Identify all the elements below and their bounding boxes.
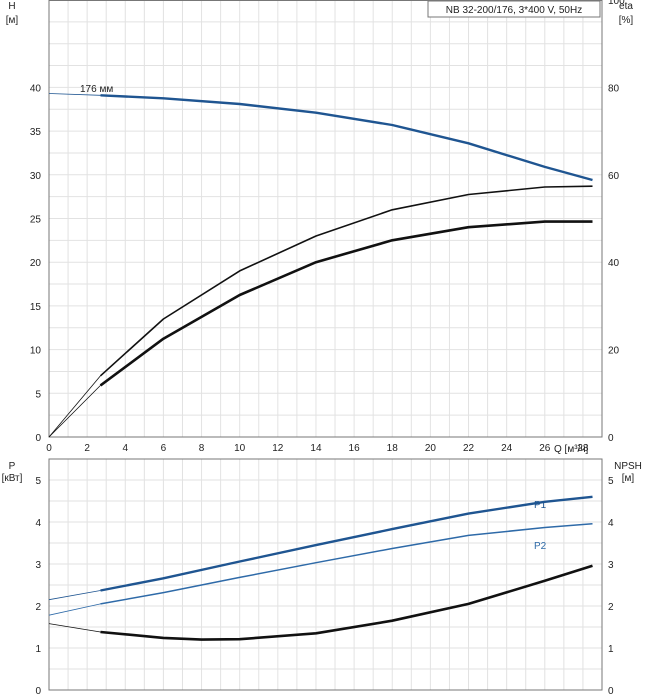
x-tick-label: 4 bbox=[122, 443, 128, 454]
h-tick-label: 20 bbox=[30, 258, 42, 269]
eta-tick-label: 60 bbox=[608, 171, 620, 182]
x-tick-label: 0 bbox=[46, 443, 52, 454]
chart-curves bbox=[48, 93, 593, 641]
npsh-axis-unit: [м] bbox=[622, 473, 635, 484]
x-tick-label: 26 bbox=[539, 443, 551, 454]
h-tick-label: 35 bbox=[30, 127, 42, 138]
npsh-axis-title: NPSH bbox=[614, 461, 642, 472]
p-tick-label: 0 bbox=[35, 686, 41, 697]
h-tick-label: 0 bbox=[35, 433, 41, 444]
x-tick-label: 14 bbox=[310, 443, 322, 454]
p1-curve bbox=[100, 495, 593, 592]
p2-label: P2 bbox=[534, 541, 547, 552]
p-tick-label: 5 bbox=[35, 476, 41, 487]
x-tick-label: 8 bbox=[199, 443, 205, 454]
npsh-curve-extrapolated bbox=[48, 623, 101, 633]
x-tick-label: 12 bbox=[272, 443, 284, 454]
h-tick-label: 25 bbox=[30, 215, 42, 226]
q-axis-title: Q [м³/ч] bbox=[554, 444, 589, 455]
h-axis-unit: [м] bbox=[6, 15, 19, 26]
x-tick-label: 20 bbox=[425, 443, 437, 454]
eta-tick-label: 100 bbox=[608, 0, 625, 7]
efficiency-curve-extrapolated bbox=[48, 375, 101, 438]
head-curve-extrapolated bbox=[48, 93, 101, 96]
npsh-tick-label: 0 bbox=[608, 686, 614, 697]
axis-tick-labels: 0 2 4 6 8 10 12 14 16 18 20 22 24 26 28051015202530354… bbox=[30, 0, 625, 697]
npsh-curve bbox=[100, 564, 593, 641]
x-tick-label: 6 bbox=[161, 443, 167, 454]
p-tick-label: 2 bbox=[35, 602, 41, 613]
npsh-tick-label: 2 bbox=[608, 602, 614, 613]
p2-curve bbox=[100, 522, 593, 605]
upper-chart-frame bbox=[48, 0, 603, 438]
efficiency-curve bbox=[99, 185, 593, 377]
x-tick-label: 2 bbox=[84, 443, 90, 454]
h-tick-label: 5 bbox=[35, 389, 41, 400]
p1-label: P1 bbox=[534, 500, 547, 511]
eta-tick-label: 0 bbox=[608, 433, 614, 444]
chart-title: NB 32-200/176, 3*400 V, 50Hz bbox=[446, 5, 582, 16]
head-curve bbox=[100, 94, 593, 182]
npsh-tick-label: 5 bbox=[608, 476, 614, 487]
efficiency-curve-total-extrapolated bbox=[48, 385, 101, 438]
x-tick-label: 18 bbox=[387, 443, 399, 454]
h-tick-label: 40 bbox=[30, 83, 42, 94]
chart-title-box bbox=[427, 0, 601, 18]
h-tick-label: 15 bbox=[30, 302, 42, 313]
p-axis-title: P bbox=[9, 461, 16, 472]
x-tick-label: 22 bbox=[463, 443, 475, 454]
h-tick-label: 10 bbox=[30, 346, 42, 357]
eta-axis-unit: [%] bbox=[619, 15, 634, 26]
eta-tick-label: 40 bbox=[608, 258, 620, 269]
h-axis-title: H bbox=[8, 1, 15, 12]
efficiency-curve-total bbox=[99, 220, 593, 387]
npsh-tick-label: 4 bbox=[608, 518, 614, 529]
impeller-diameter-label: 176 мм bbox=[80, 84, 113, 95]
p-tick-label: 4 bbox=[35, 518, 41, 529]
p2-curve-extrapolated bbox=[48, 603, 101, 616]
eta-tick-label: 20 bbox=[608, 346, 620, 357]
lower-chart-grid bbox=[49, 459, 602, 690]
x-tick-label: 28 bbox=[577, 443, 589, 454]
npsh-tick-label: 3 bbox=[608, 560, 614, 571]
h-tick-label: 30 bbox=[30, 171, 42, 182]
p-tick-label: 3 bbox=[35, 560, 41, 571]
x-tick-label: 24 bbox=[501, 443, 513, 454]
p-tick-label: 1 bbox=[35, 644, 41, 655]
x-tick-label: 10 bbox=[234, 443, 246, 454]
lower-chart-frame bbox=[48, 458, 603, 691]
npsh-tick-label: 1 bbox=[608, 644, 614, 655]
eta-tick-label: 80 bbox=[608, 83, 620, 94]
p-axis-unit: [кВт] bbox=[2, 473, 23, 484]
p1-curve-extrapolated bbox=[48, 590, 101, 601]
x-tick-label: 16 bbox=[349, 443, 361, 454]
eta-axis-title: eta bbox=[619, 1, 633, 12]
upper-chart-grid bbox=[49, 0, 602, 437]
